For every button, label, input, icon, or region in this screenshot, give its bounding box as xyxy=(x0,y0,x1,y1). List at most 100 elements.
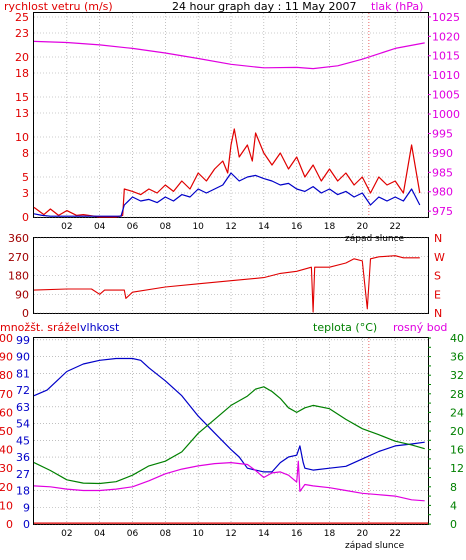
humidity-y-tick-label: 36 xyxy=(16,451,30,464)
dewpoint-axis-label: rosný bod xyxy=(393,321,447,334)
temperature-y-tick-label: 16 xyxy=(450,444,464,457)
rain-axis-label: množšt. srážel xyxy=(0,321,80,334)
temperature-y-tick-label: 24 xyxy=(450,406,464,419)
speed-line xyxy=(33,172,421,217)
climate-x-tick-label: 04 xyxy=(94,529,106,539)
rain-y-tick-label: 80 xyxy=(0,369,13,382)
pressure-line xyxy=(33,40,425,70)
rain-y-tick-label: 0 xyxy=(6,518,13,531)
humidity-y-tick-label: 45 xyxy=(16,434,30,447)
temperature-y-tick-label: 12 xyxy=(450,462,464,475)
wind-y-tick-label: 13 xyxy=(15,107,29,120)
direction-y-tick-label: 180 xyxy=(8,270,29,283)
direction-y-tick-label: 90 xyxy=(15,288,29,301)
rain-y-tick-label: 90 xyxy=(0,351,13,364)
temperature-y-tick-label: 32 xyxy=(450,369,464,382)
wind-x-tick-label: 14 xyxy=(258,222,270,232)
wind-y-tick-label: 15 xyxy=(15,91,29,104)
climate-x-tick-label: 22 xyxy=(389,529,400,539)
climate-x-tick-label: 20 xyxy=(357,529,369,539)
humidity-y-tick-label: 9 xyxy=(23,501,30,514)
direction-panel-frame xyxy=(33,237,429,314)
direction-compass-label: N xyxy=(434,232,442,245)
wind-x-tick-label: 12 xyxy=(225,222,236,232)
temperature-y-tick-label: 8 xyxy=(450,481,457,494)
pressure-y-tick-label: 980 xyxy=(432,186,453,199)
rain-y-tick-label: 100 xyxy=(0,332,13,345)
rain-y-tick-label: 10 xyxy=(0,499,13,512)
direction-line xyxy=(33,255,420,313)
climate-x-tick-label: 14 xyxy=(258,529,270,539)
humidity-y-tick-label: 99 xyxy=(16,334,30,347)
direction-compass-label: N xyxy=(434,307,442,320)
temperature-y-tick-label: 40 xyxy=(450,332,464,345)
wind-x-tick-label: 08 xyxy=(160,222,172,232)
wind-panel-frame xyxy=(33,12,429,218)
direction-compass-label: S xyxy=(434,270,441,283)
pressure-y-tick-label: 990 xyxy=(432,147,453,160)
temperature-y-tick-label: 20 xyxy=(450,425,464,438)
direction-y-tick-label: 360 xyxy=(8,232,29,245)
direction-y-tick-label: 270 xyxy=(8,251,29,264)
humidity-axis-label: vlhkost xyxy=(80,321,120,334)
temperature-y-tick-label: 0 xyxy=(450,518,457,531)
wind-x-tick-label: 18 xyxy=(324,222,336,232)
pressure-y-tick-label: 995 xyxy=(432,127,453,140)
humidity-y-tick-label: 0 xyxy=(23,518,30,531)
pressure-y-tick-label: 1025 xyxy=(432,11,460,24)
wind-y-tick-label: 10 xyxy=(15,131,29,144)
direction-compass-label: W xyxy=(434,251,445,264)
humidity-y-tick-label: 81 xyxy=(16,367,30,380)
temperature-axis-label: teplota (°C) xyxy=(313,321,377,334)
humidity-y-tick-label: 54 xyxy=(16,418,30,431)
pressure-y-tick-label: 975 xyxy=(432,205,453,218)
temperature-y-tick-label: 28 xyxy=(450,388,464,401)
wind-x-tick-label: 06 xyxy=(127,222,139,232)
climate-x-tick-label: 10 xyxy=(192,529,204,539)
wind-y-tick-label: 23 xyxy=(15,27,29,40)
wind-x-tick-label: 02 xyxy=(61,222,72,232)
sunset-label-wind: západ slunce xyxy=(345,234,405,244)
direction-y-tick-label: 0 xyxy=(22,307,29,320)
sunset-label-climate: západ slunce xyxy=(345,541,405,551)
rain-y-tick-label: 60 xyxy=(0,406,13,419)
temperature-y-tick-label: 36 xyxy=(450,351,464,364)
temperature-line xyxy=(33,386,425,485)
pressure-y-tick-label: 1020 xyxy=(432,30,460,43)
humidity-line xyxy=(33,357,425,473)
pressure-y-tick-label: 1000 xyxy=(432,108,460,121)
humidity-y-tick-label: 63 xyxy=(16,401,30,414)
climate-x-tick-label: 12 xyxy=(225,529,236,539)
temperature-y-tick-label: 4 xyxy=(450,499,457,512)
wind-y-tick-label: 20 xyxy=(15,51,29,64)
wind-y-tick-label: 5 xyxy=(22,171,29,184)
wind-x-tick-label: 04 xyxy=(94,222,106,232)
rain-y-tick-label: 30 xyxy=(0,462,13,475)
wind-y-tick-label: 3 xyxy=(22,187,29,200)
pressure-y-tick-label: 985 xyxy=(432,166,453,179)
humidity-y-tick-label: 72 xyxy=(16,384,30,397)
gust-line xyxy=(33,128,421,218)
wind-y-tick-label: 8 xyxy=(22,147,29,160)
climate-x-tick-label: 16 xyxy=(291,529,303,539)
wind-y-tick-label: 18 xyxy=(15,67,29,80)
rain-y-tick-label: 70 xyxy=(0,388,13,401)
direction-compass-label: E xyxy=(434,288,441,301)
climate-x-tick-label: 08 xyxy=(160,529,172,539)
pressure-y-tick-label: 1005 xyxy=(432,89,460,102)
rain-y-tick-label: 50 xyxy=(0,425,13,438)
wind-axis-label: rychlost vetru (m/s) xyxy=(4,0,113,13)
humidity-y-tick-label: 90 xyxy=(16,351,30,364)
climate-x-tick-label: 18 xyxy=(324,529,336,539)
pressure-y-tick-label: 1015 xyxy=(432,50,460,63)
wind-x-tick-label: 20 xyxy=(357,222,369,232)
humidity-y-tick-label: 18 xyxy=(16,485,30,498)
wind-x-tick-label: 16 xyxy=(291,222,303,232)
wind-x-tick-label: 22 xyxy=(389,222,400,232)
wind-x-tick-label: 10 xyxy=(192,222,204,232)
wind-y-tick-label: 0 xyxy=(22,211,29,224)
humidity-y-tick-label: 27 xyxy=(16,468,30,481)
wind-y-tick-label: 25 xyxy=(15,11,29,24)
